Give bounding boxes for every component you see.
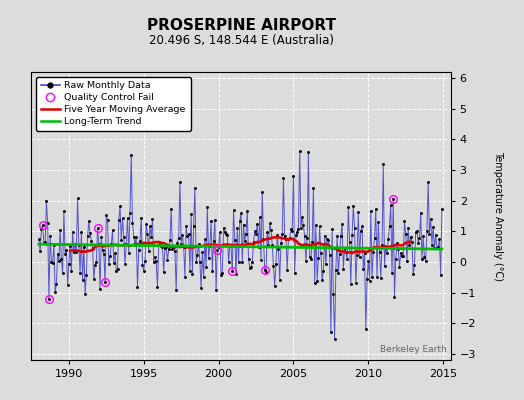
Text: 20.496 S, 148.544 E (Australia): 20.496 S, 148.544 E (Australia) bbox=[148, 34, 334, 47]
Text: PROSERPINE AIRPORT: PROSERPINE AIRPORT bbox=[147, 18, 335, 33]
Text: Berkeley Earth: Berkeley Earth bbox=[380, 345, 446, 354]
Legend: Raw Monthly Data, Quality Control Fail, Five Year Moving Average, Long-Term Tren: Raw Monthly Data, Quality Control Fail, … bbox=[36, 77, 191, 131]
Y-axis label: Temperature Anomaly (°C): Temperature Anomaly (°C) bbox=[493, 151, 503, 281]
